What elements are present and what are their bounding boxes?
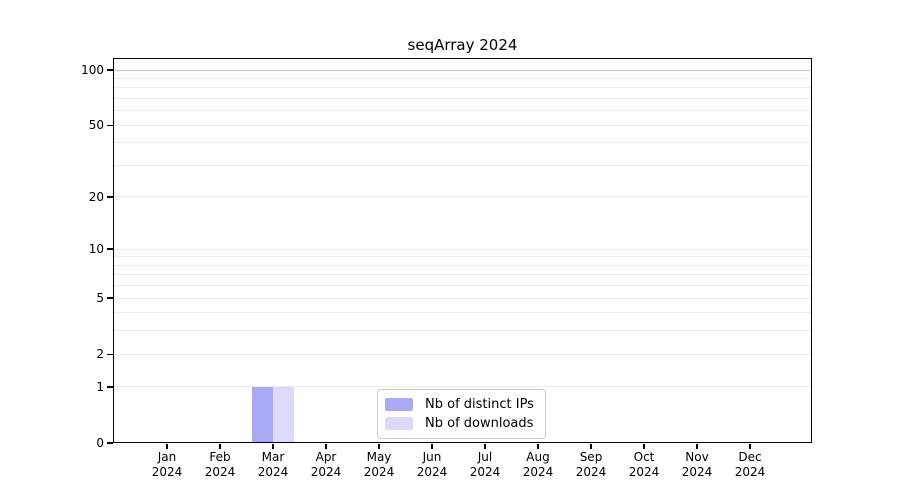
x-tick-label: Feb 2024: [193, 450, 247, 480]
x-axis-tick: [166, 444, 168, 449]
gridline-minor: [113, 248, 812, 250]
x-axis-tick: [378, 444, 380, 449]
y-axis-tick: [107, 442, 113, 444]
x-tick-label: Apr 2024: [299, 450, 353, 480]
x-tick-label-month: Aug: [526, 450, 550, 464]
x-tick-label-year: 2024: [734, 465, 766, 479]
legend-swatch: [385, 398, 413, 411]
legend-entry: Nb of distinct IPs: [385, 395, 537, 414]
x-tick-label-month: Nov: [685, 450, 709, 464]
gridline-minor: [113, 264, 812, 266]
legend-entry: Nb of downloads: [385, 414, 537, 433]
y-tick-label: 1: [96, 379, 104, 394]
gridline-minor: [113, 353, 812, 355]
x-axis-tick: [431, 444, 433, 449]
x-tick-label-year: 2024: [628, 465, 660, 479]
legend-swatch: [385, 417, 413, 430]
gridline-minor: [113, 330, 812, 332]
chart-title: seqArray 2024: [407, 36, 518, 54]
x-tick-label-year: 2024: [363, 465, 395, 479]
gridline-minor: [113, 297, 812, 299]
gridline-minor: [113, 110, 812, 112]
x-axis-tick: [749, 444, 751, 449]
y-tick-label: 0: [96, 436, 104, 450]
y-tick-label: 20: [88, 189, 104, 204]
gridline-minor: [113, 386, 812, 388]
x-axis-tick: [484, 444, 486, 449]
x-tick-label-month: Dec: [738, 450, 762, 464]
x-tick-label-year: 2024: [257, 465, 289, 479]
x-tick-label-year: 2024: [575, 465, 607, 479]
y-axis-tick: [107, 124, 113, 126]
bar-distinct-ips: [252, 386, 273, 443]
x-tick-label-month: May: [366, 450, 392, 464]
y-axis-tick: [107, 69, 113, 71]
legend: Nb of distinct IPs Nb of downloads: [377, 389, 546, 439]
x-axis-tick: [537, 444, 539, 449]
y-axis-tick: [107, 386, 113, 388]
gridline-minor: [113, 142, 812, 144]
x-tick-label-year: 2024: [151, 465, 183, 479]
y-tick-label: 10: [88, 242, 104, 257]
x-axis-tick: [590, 444, 592, 449]
gridline-minor: [113, 97, 812, 99]
x-axis-tick: [643, 444, 645, 449]
y-axis-tick: [107, 297, 113, 299]
gridline-minor: [113, 164, 812, 166]
y-axis-tick: [107, 248, 113, 250]
gridline-minor: [113, 124, 812, 126]
x-axis-tick: [272, 444, 274, 449]
x-tick-label: Aug 2024: [511, 450, 565, 480]
x-tick-label: Dec 2024: [723, 450, 777, 480]
x-tick-label-month: Feb: [209, 450, 231, 464]
x-tick-label: May 2024: [352, 450, 406, 480]
x-tick-label-year: 2024: [469, 465, 501, 479]
x-tick-label-month: Sep: [579, 450, 603, 464]
y-tick-label: 50: [88, 118, 104, 133]
x-tick-label-month: Jul: [477, 450, 493, 464]
y-tick-label: 100: [81, 63, 104, 77]
y-axis-tick: [107, 353, 113, 355]
x-tick-label-month: Oct: [633, 450, 655, 464]
y-tick-label: 2: [96, 347, 104, 362]
y-tick-label: 5: [96, 291, 104, 306]
x-axis-tick: [219, 444, 221, 449]
gridline-major: [113, 69, 812, 71]
gridline-minor: [113, 274, 812, 276]
plot-area: [113, 58, 812, 443]
x-tick-label: Nov 2024: [670, 450, 724, 480]
x-tick-label-month: Apr: [315, 450, 337, 464]
x-tick-label-year: 2024: [522, 465, 554, 479]
gridline-minor: [113, 312, 812, 314]
x-tick-label: Oct 2024: [617, 450, 671, 480]
x-tick-label: Sep 2024: [564, 450, 618, 480]
x-tick-label: Jan 2024: [140, 450, 194, 480]
x-tick-label-year: 2024: [416, 465, 448, 479]
gridline-minor: [113, 77, 812, 79]
legend-label: Nb of downloads: [425, 416, 534, 431]
bar-downloads: [273, 386, 294, 443]
x-tick-label-year: 2024: [681, 465, 713, 479]
x-tick-label-year: 2024: [310, 465, 342, 479]
x-tick-label: Mar 2024: [246, 450, 300, 480]
gridline-minor: [113, 256, 812, 258]
x-tick-label-month: Mar: [261, 450, 285, 464]
x-axis-tick: [325, 444, 327, 449]
legend-label: Nb of distinct IPs: [425, 397, 534, 412]
x-tick-label-month: Jun: [422, 450, 442, 464]
x-tick-label-month: Jan: [157, 450, 177, 464]
gridline-minor: [113, 285, 812, 287]
x-axis-tick: [696, 444, 698, 449]
gridline-minor: [113, 87, 812, 89]
x-tick-label: Jul 2024: [458, 450, 512, 480]
x-tick-label: Jun 2024: [405, 450, 459, 480]
gridline-minor: [113, 196, 812, 198]
x-tick-label-year: 2024: [204, 465, 236, 479]
y-axis-tick: [107, 196, 113, 198]
